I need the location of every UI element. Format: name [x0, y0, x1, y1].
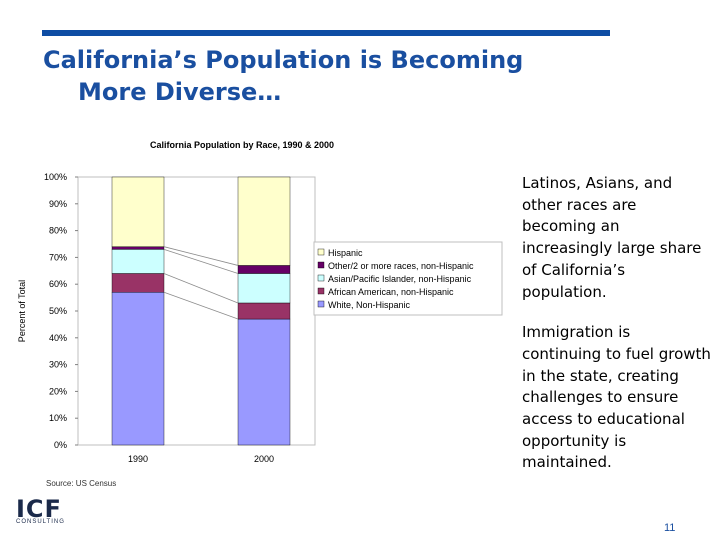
page-number: 11 [664, 522, 676, 534]
y-tick-label: 40% [49, 333, 67, 343]
legend-swatch [317, 248, 325, 256]
slide-title-line2: More Diverse… [78, 78, 282, 106]
x-tick-label: 2000 [254, 454, 274, 464]
population-chart: California Population by Race, 1990 & 20… [10, 130, 515, 500]
bar-segment [237, 265, 291, 274]
legend-label: White, Non-Hispanic [328, 300, 411, 310]
bullet-text-1: Latinos, Asians, and other races are bec… [522, 174, 702, 301]
legend-swatch [317, 274, 325, 282]
title-rule [42, 30, 610, 36]
bullet-list: Latinos, Asians, and other races are bec… [522, 173, 712, 493]
company-logo: ICF CONSULTING [14, 495, 74, 526]
slide-title: California’s Population is Becoming More… [43, 44, 603, 108]
y-tick-label: 50% [49, 306, 67, 316]
y-axis-label: Percent of Total [17, 280, 27, 342]
legend-swatch [317, 261, 325, 269]
chart-source: Source: US Census [46, 479, 117, 488]
y-tick-label: 10% [49, 413, 67, 423]
chart-title: California Population by Race, 1990 & 20… [150, 140, 334, 150]
y-tick-label: 20% [49, 386, 67, 396]
chart-canvas: California Population by Race, 1990 & 20… [17, 140, 503, 464]
bullet-text-2: Immigration is continuing to fuel growth… [522, 323, 711, 472]
series-line [163, 248, 239, 274]
bar-segment [111, 176, 165, 247]
logo-mark: ICF [16, 495, 62, 523]
series-line [163, 246, 239, 266]
bar-segment [237, 318, 291, 446]
bar-segment [111, 273, 165, 293]
y-tick-label: 0% [54, 440, 67, 450]
legend-label: Other/2 or more races, non-Hispanic [328, 261, 474, 271]
bar-segment [111, 249, 165, 274]
bar-segment [111, 246, 165, 250]
y-tick-label: 70% [49, 252, 67, 262]
bar-segment [237, 273, 291, 304]
y-tick-label: 60% [49, 279, 67, 289]
legend-label: African American, non-Hispanic [328, 287, 454, 297]
series-line [163, 291, 239, 320]
bar-segment [237, 302, 291, 320]
y-tick-label: 100% [44, 172, 67, 182]
bar-segment [111, 292, 165, 446]
legend-swatch [317, 287, 325, 295]
slide-title-line1: California’s Population is Becoming [43, 46, 524, 74]
y-tick-label: 30% [49, 360, 67, 370]
bar-segment [237, 176, 291, 266]
series-line [163, 273, 239, 304]
y-tick-label: 90% [49, 199, 67, 209]
legend-label: Asian/Pacific Islander, non-Hispanic [328, 274, 472, 284]
legend-box [313, 241, 503, 316]
logo-subtext: CONSULTING [16, 519, 65, 525]
y-tick-label: 80% [49, 226, 67, 236]
x-tick-label: 1990 [128, 454, 148, 464]
legend-label: Hispanic [328, 248, 363, 258]
legend-swatch [317, 300, 325, 308]
